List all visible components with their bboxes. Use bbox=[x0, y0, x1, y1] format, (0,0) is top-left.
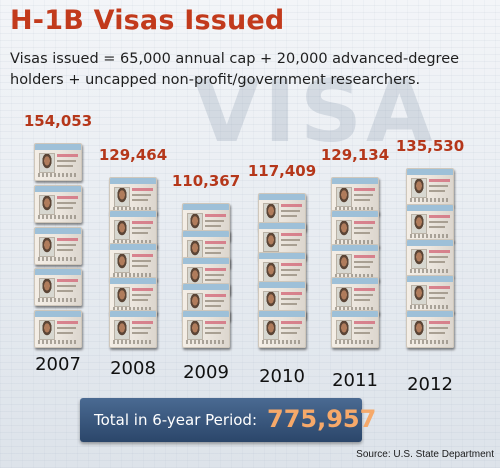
visa-card-icon bbox=[331, 210, 379, 249]
bar-value-label: 117,409 bbox=[247, 162, 317, 181]
visa-card-icon bbox=[182, 310, 230, 348]
source-note: Source: U.S. State Department bbox=[356, 449, 494, 460]
visa-card-icon bbox=[406, 168, 454, 207]
visa-card-icon bbox=[331, 276, 379, 315]
chart-subtitle: Visas issued = 65,000 annual cap + 20,00… bbox=[10, 51, 460, 88]
visa-card-icon bbox=[34, 226, 82, 265]
total-banner: Total in 6-year Period: 775,957 bbox=[80, 398, 376, 442]
year-tick-label: 2007 bbox=[35, 354, 81, 375]
visa-card-icon bbox=[406, 203, 454, 242]
visa-card-icon bbox=[406, 310, 454, 348]
visa-card-icon bbox=[34, 143, 82, 181]
visa-card-icon bbox=[331, 177, 379, 216]
visa-card-icon bbox=[406, 274, 454, 313]
visa-card-icon bbox=[258, 310, 306, 348]
visa-card-icon bbox=[406, 239, 454, 278]
year-tick-label: 2012 bbox=[407, 374, 453, 395]
bar-value-label: 129,464 bbox=[98, 145, 168, 164]
visa-card-icon bbox=[109, 310, 157, 348]
visa-card-icon bbox=[109, 276, 157, 315]
chart-title: H-1B Visas Issued bbox=[10, 5, 285, 36]
visa-card-icon bbox=[109, 210, 157, 249]
visa-card-icon bbox=[331, 243, 379, 282]
visa-card-icon bbox=[34, 310, 82, 348]
bar-value-label: 129,134 bbox=[320, 146, 390, 165]
year-tick-label: 2011 bbox=[332, 370, 378, 391]
year-tick-label: 2010 bbox=[259, 366, 305, 387]
visa-card-icon bbox=[34, 268, 82, 307]
year-tick-label: 2009 bbox=[183, 362, 229, 383]
bar-value-label: 154,053 bbox=[23, 112, 93, 130]
total-label: Total in 6-year Period: bbox=[94, 411, 257, 429]
visa-card-icon bbox=[109, 176, 157, 215]
bar-value-label: 110,367 bbox=[171, 172, 241, 190]
visa-card-icon bbox=[34, 184, 82, 223]
total-value: 775,957 bbox=[267, 405, 377, 433]
visa-card-icon bbox=[109, 243, 157, 282]
visa-card-icon bbox=[331, 310, 379, 348]
year-tick-label: 2008 bbox=[110, 358, 156, 379]
bar-value-label: 135,530 bbox=[395, 137, 465, 156]
